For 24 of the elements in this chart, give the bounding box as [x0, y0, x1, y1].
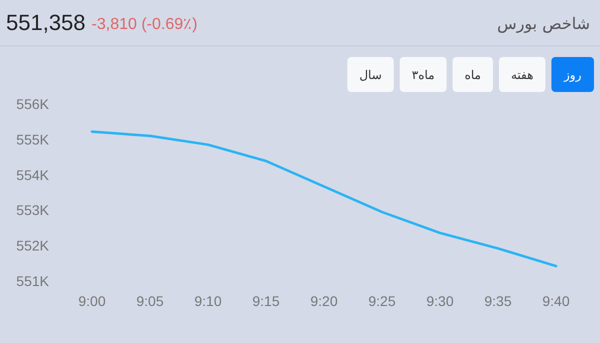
y-tick-label: 556K: [16, 96, 50, 112]
y-tick-label: 552K: [16, 238, 50, 254]
x-tick-label: 9:35: [484, 293, 512, 309]
y-tick-label: 554K: [16, 166, 50, 183]
x-tick-label: 9:15: [252, 293, 280, 309]
x-tick-label: 9:00: [78, 293, 106, 309]
y-tick-label: 551K: [16, 273, 50, 289]
text: سال: [359, 68, 382, 82]
y-tick-label: 553K: [16, 202, 50, 218]
x-tick-label: 9:25: [368, 293, 396, 309]
x-tick-label: 9:40: [542, 293, 570, 309]
x-tick-label: 9:30: [426, 293, 454, 309]
x-tick-label: 9:20: [310, 293, 338, 309]
text: 551,358: [6, 10, 86, 35]
text: -3,810 (-0.69٪): [92, 16, 198, 33]
y-tick-label: 555K: [16, 131, 50, 148]
text: ماه: [464, 68, 481, 82]
line-series: [90, 130, 558, 268]
chart-title: شاخص بورس: [497, 14, 590, 33]
x-tick-label: 9:10: [194, 293, 222, 309]
text: هفته: [510, 68, 534, 82]
x-tick-label: 9:05: [136, 293, 164, 309]
text: روز: [563, 68, 582, 82]
text: ۳ماه: [412, 68, 435, 82]
